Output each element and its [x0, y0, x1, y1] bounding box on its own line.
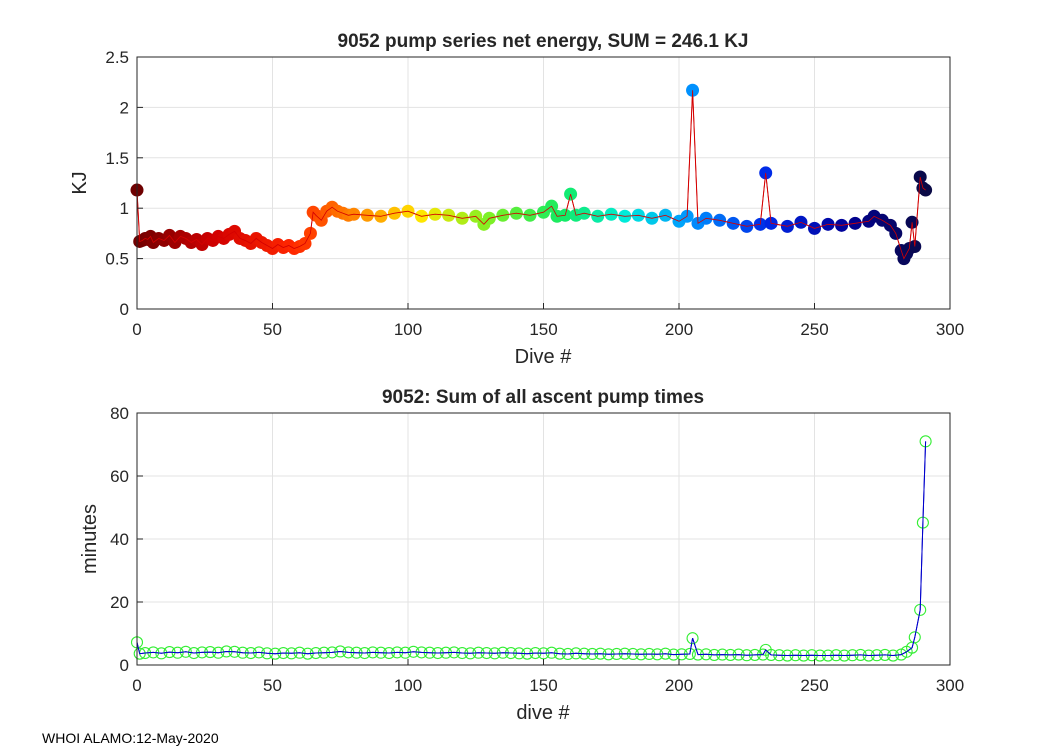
- ticks: 0 50 100 150 200 250 300 0 20 40 60 80: [110, 404, 964, 695]
- y-tick-label: 2.5: [105, 48, 129, 67]
- data-point: [686, 632, 699, 645]
- y-tick-label: 60: [110, 467, 129, 486]
- chart-title: 9052: Sum of all ascent pump times: [382, 387, 704, 408]
- y-axis-label: minutes: [79, 504, 101, 574]
- x-tick-label: 50: [263, 320, 282, 339]
- series: [130, 435, 932, 662]
- x-tick-label: 0: [132, 320, 141, 339]
- x-axis-label: Dive #: [515, 346, 573, 368]
- series-line-overlay: [136, 441, 927, 657]
- x-tick-label: 200: [665, 320, 693, 339]
- x-tick-label: 100: [394, 320, 422, 339]
- y-tick-label: 40: [110, 530, 129, 549]
- y-tick-label: 0: [120, 656, 129, 675]
- y-tick-label: 1.5: [105, 149, 129, 168]
- data-point: [179, 645, 192, 658]
- x-tick-label: 0: [132, 676, 141, 695]
- y-tick-label: 1: [120, 199, 129, 218]
- y-tick-label: 0.5: [105, 250, 129, 269]
- data-point: [908, 631, 921, 644]
- x-tick-label: 200: [665, 676, 693, 695]
- x-tick-label: 300: [936, 676, 964, 695]
- pump-time-plot: 0 50 100 150 200 250 300 0 20 40 60 80 9052: Sum of…: [79, 387, 964, 724]
- series: [130, 83, 933, 266]
- data-point: [133, 647, 146, 660]
- x-tick-label: 100: [394, 676, 422, 695]
- x-tick-label: 300: [936, 320, 964, 339]
- data-point: [155, 647, 168, 660]
- x-axis-label: dive #: [516, 702, 570, 724]
- y-tick-label: 20: [110, 593, 129, 612]
- data-point: [686, 83, 700, 97]
- data-point: [334, 645, 347, 658]
- y-tick-label: 80: [110, 404, 129, 423]
- energy-plot: 0 50 100 150 200 250 300 0 0.5 1 1.5 2 2.5 9052 pump…: [69, 31, 964, 368]
- x-tick-label: 150: [529, 320, 557, 339]
- x-tick-label: 50: [263, 676, 282, 695]
- y-tick-label: 0: [120, 300, 129, 319]
- series-line-overlay: [136, 90, 926, 260]
- footer-credit: WHOI ALAMO:12-May-2020: [42, 730, 219, 746]
- ticks: 0 50 100 150 200 250 300 0 0.5 1 1.5 2 2.5: [105, 48, 964, 339]
- chart-title: 9052 pump series net energy, SUM = 246.1…: [338, 31, 749, 52]
- x-tick-label: 250: [800, 320, 828, 339]
- y-axis-label: KJ: [69, 171, 91, 194]
- x-tick-label: 150: [529, 676, 557, 695]
- y-tick-label: 2: [120, 98, 129, 117]
- x-tick-label: 250: [800, 676, 828, 695]
